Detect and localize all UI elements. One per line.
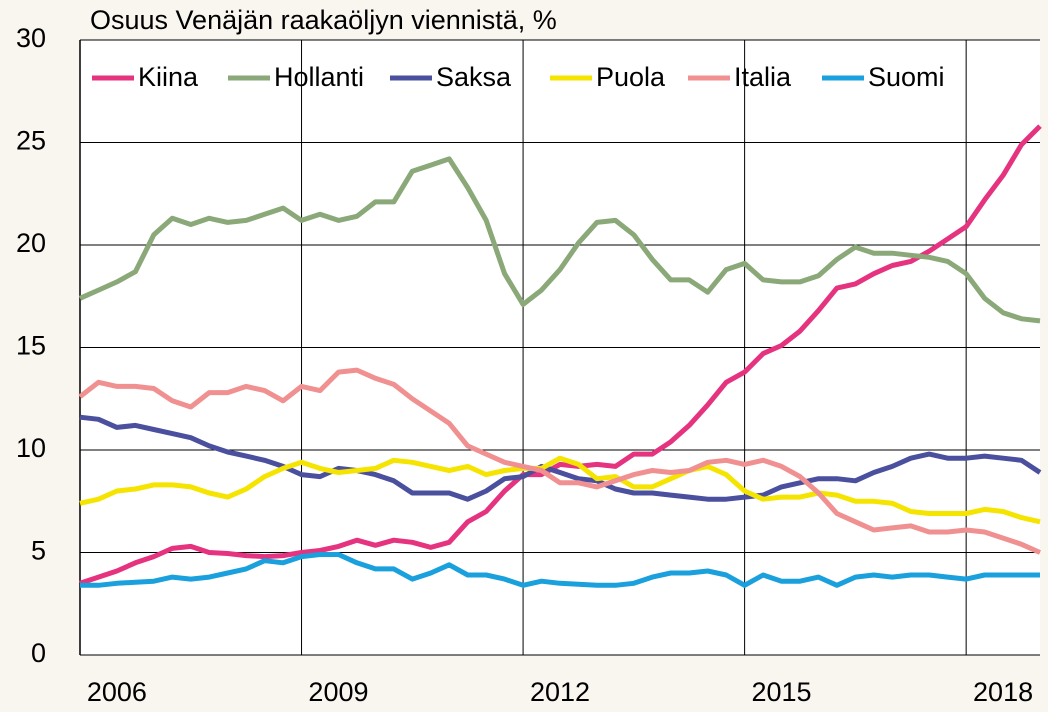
- legend-label: Hollanti: [274, 62, 364, 92]
- y-tick-label: 0: [31, 638, 46, 668]
- x-tick-label: 2012: [530, 677, 590, 707]
- legend-label: Kiina: [138, 62, 199, 92]
- series-line: [79, 124, 1042, 586]
- y-tick-label: 15: [16, 331, 46, 361]
- x-tick-label: 2006: [87, 677, 147, 707]
- y-tick-label: 5: [31, 536, 46, 566]
- y-tick-label: 30: [16, 23, 46, 53]
- series-line: [80, 552, 1040, 588]
- y-tick-label: 25: [16, 126, 46, 156]
- y-tick-label: 20: [16, 228, 46, 258]
- series-line: [78, 156, 1041, 324]
- legend-label: Italia: [734, 62, 792, 92]
- legend-label: Saksa: [436, 62, 512, 92]
- chart-title: Osuus Venäjän raakaöljyn viennistä, %: [90, 5, 557, 35]
- legend-label: Suomi: [868, 62, 945, 92]
- y-tick-label: 10: [16, 433, 46, 463]
- series-line: [78, 367, 1042, 555]
- legend-label: Puola: [596, 62, 666, 92]
- x-tick-label: 2018: [973, 677, 1033, 707]
- series-line: [79, 414, 1042, 502]
- series-line: [79, 455, 1041, 525]
- x-tick-label: 2015: [751, 677, 811, 707]
- x-tick-label: 2009: [308, 677, 368, 707]
